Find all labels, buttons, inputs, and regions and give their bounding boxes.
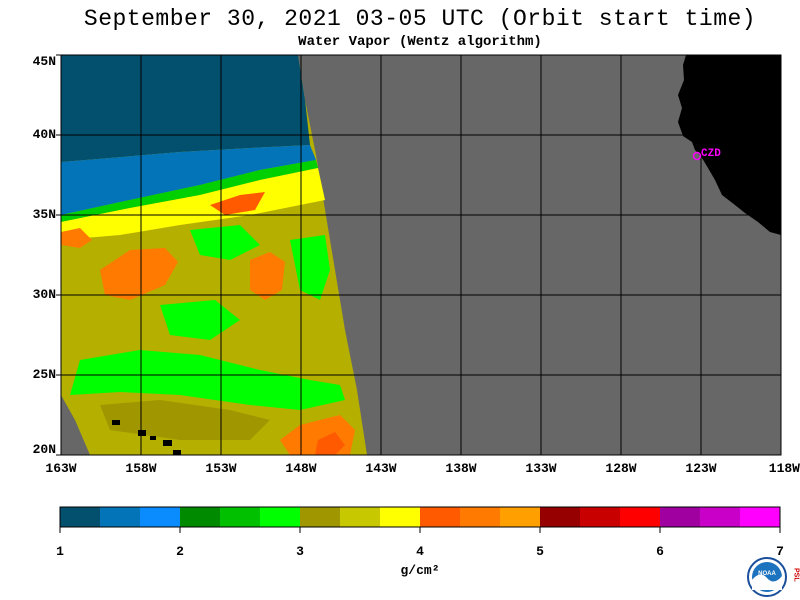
colorbar-swatch [300, 507, 341, 527]
vapor-orange-patch-2 [250, 252, 285, 300]
colorbar-label-2: 2 [176, 544, 184, 559]
colorbar-label-4: 4 [416, 544, 424, 559]
colorbar-swatch [540, 507, 581, 527]
colorbar-swatch [180, 507, 221, 527]
colorbar [60, 507, 781, 527]
vapor-green-band [61, 160, 318, 222]
colorbar-units: g/cm² [400, 563, 440, 578]
map-grid [61, 55, 781, 455]
colorbar-label-3: 3 [296, 544, 304, 559]
psl-logo-text: PSL [793, 568, 800, 582]
lon-label-148w: 148W [285, 461, 317, 476]
lon-label-163w: 163W [45, 461, 77, 476]
colorbar-label-5: 5 [536, 544, 544, 559]
colorbar-swatch [740, 507, 781, 527]
colorbar-swatch [620, 507, 661, 527]
colorbar-swatch [60, 507, 101, 527]
vapor-orange-patch-3 [210, 192, 265, 215]
colorbar-swatch [460, 507, 501, 527]
colorbar-swatch [100, 507, 141, 527]
vapor-yellow-band [61, 168, 325, 240]
vapor-red-patch-south [315, 432, 345, 455]
lon-label-133w: 133W [525, 461, 557, 476]
no-data-wedge [61, 395, 90, 455]
station-label: CZD [701, 148, 721, 160]
psl-logo: PSL [793, 568, 800, 582]
vapor-orange-patch-1 [100, 248, 178, 300]
lon-label-153w: 153W [205, 461, 237, 476]
noaa-logo: NOAA [747, 557, 787, 597]
lat-label-45n: 45N [32, 54, 56, 69]
page-subtitle: Water Vapor (Wentz algorithm) [298, 34, 542, 50]
colorbar-ticks [59, 527, 781, 533]
map-frame [60, 54, 782, 456]
colorbar-swatch [500, 507, 541, 527]
noaa-logo-text: NOAA [758, 571, 776, 577]
lat-label-30n: 30N [32, 287, 56, 302]
colorbar-swatch [140, 507, 181, 527]
colorbar-label-7: 7 [776, 544, 784, 559]
vapor-mid-blue [61, 145, 316, 215]
vapor-green-patch-3 [160, 300, 240, 340]
map-field [61, 55, 781, 455]
vapor-green-band-south [70, 350, 345, 410]
colorbar-swatch [700, 507, 741, 527]
lon-label-118w: 118W [768, 461, 800, 476]
lat-label-40n: 40N [32, 127, 56, 142]
vapor-green-patch-2 [290, 235, 330, 300]
station-marker [692, 151, 702, 161]
lat-label-20n: 20N [32, 442, 56, 457]
lat-label-35n: 35N [32, 207, 56, 222]
colorbar-swatch [340, 507, 381, 527]
vapor-dark-blue [61, 55, 310, 162]
page-title: September 30, 2021 03-05 UTC (Orbit star… [83, 6, 757, 32]
hawaii-islands [112, 420, 181, 455]
colorbar-swatch [260, 507, 301, 527]
colorbar-swatch [420, 507, 461, 527]
vapor-green-patch-1 [190, 225, 260, 260]
colorbar-swatch [580, 507, 621, 527]
north-america-land [678, 55, 781, 235]
colorbar-label-6: 6 [656, 544, 664, 559]
colorbar-swatch [380, 507, 421, 527]
colorbar-label-1: 1 [56, 544, 64, 559]
colorbar-swatch [660, 507, 701, 527]
lon-label-158w: 158W [125, 461, 157, 476]
lon-label-123w: 123W [685, 461, 717, 476]
lon-label-138w: 138W [445, 461, 477, 476]
colorbar-swatch [220, 507, 261, 527]
lat-label-25n: 25N [32, 367, 56, 382]
tick-marks [56, 54, 61, 456]
lon-label-143w: 143W [365, 461, 397, 476]
vapor-orange-patch-4 [61, 228, 92, 248]
lon-label-128w: 128W [605, 461, 637, 476]
water-vapor-swath [61, 55, 367, 455]
